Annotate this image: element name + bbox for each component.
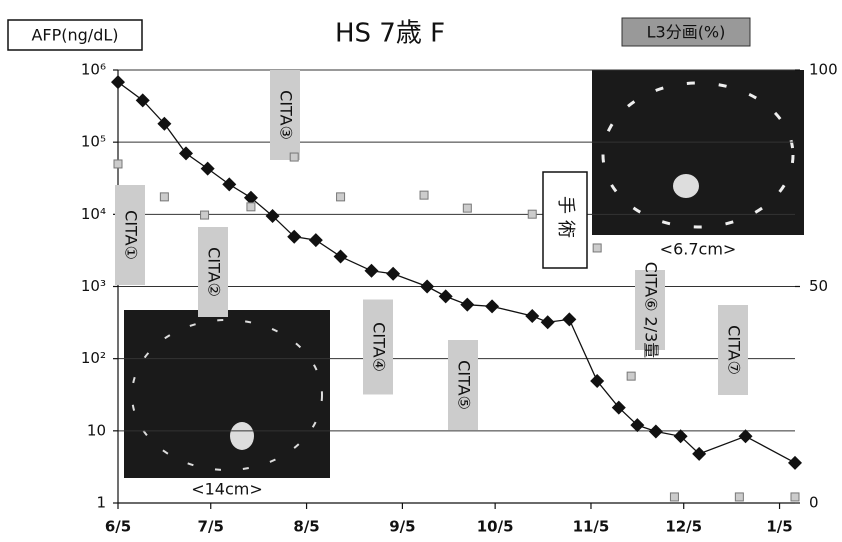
data-point (337, 193, 345, 201)
y-tick-label: 10⁶ (81, 61, 106, 79)
data-point (160, 193, 168, 201)
annotation: CITA⑤ (455, 360, 474, 410)
annotation: CITA⑥ 2/3量 (642, 262, 661, 359)
y-axis-label: AFP(ng/dL) (31, 26, 118, 45)
annotation: 手術 (555, 196, 576, 244)
chart-title: HS 7歳 F (335, 19, 445, 49)
y-tick-label: 1 (96, 494, 106, 512)
data-point (670, 493, 678, 501)
data-point (247, 203, 255, 211)
x-tick-label: 7/5 (198, 518, 224, 536)
y-tick-label: 10² (81, 349, 106, 367)
data-point (627, 372, 635, 380)
data-point (114, 160, 122, 168)
x-tick-label: 12/5 (665, 518, 702, 536)
data-point (735, 493, 743, 501)
y-tick-label: 10⁵ (81, 133, 106, 151)
y-tick-label: 10⁴ (81, 205, 106, 223)
y2-tick-label: 50 (809, 277, 828, 295)
data-point (290, 153, 298, 161)
annotation: CITA② (205, 247, 224, 297)
x-tick-label: 9/5 (389, 518, 415, 536)
image-caption: <6.7cm> (660, 240, 737, 259)
x-tick-label: 1/5 (766, 518, 792, 536)
x-tick-label: 8/5 (293, 518, 319, 536)
y2-tick-label: 0 (809, 494, 819, 512)
annotation: CITA① (122, 210, 141, 260)
image-caption: <14cm> (191, 480, 263, 499)
annotation: CITA④ (370, 322, 389, 372)
data-point (201, 211, 209, 219)
chart: HS 7歳 F AFP(ng/dL) L3分画(%) 10⁶ 10⁵ 10⁴ 10³ 1… (0, 0, 842, 538)
y2-axis-label: L3分画(%) (647, 23, 726, 42)
data-point (791, 493, 799, 501)
ct-image-1 (124, 310, 330, 478)
x-tick-label: 10/5 (477, 518, 514, 536)
annotation: CITA③ (277, 90, 296, 140)
data-point (593, 244, 601, 252)
x-tick-label: 11/5 (573, 518, 610, 536)
data-point (463, 204, 471, 212)
x-tick-label: 6/5 (105, 518, 131, 536)
data-point (420, 191, 428, 199)
ct-image-2 (592, 70, 804, 235)
annotation: CITA⑦ (725, 325, 744, 375)
y-tick-label: 10³ (81, 277, 106, 295)
y-tick-label: 10 (87, 421, 106, 439)
y2-tick-label: 100 (809, 61, 838, 79)
data-point (528, 210, 536, 218)
